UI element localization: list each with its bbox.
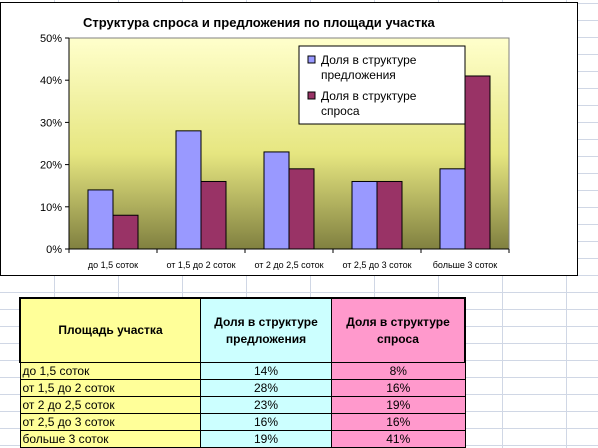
row-supply-cell[interactable]: 28% xyxy=(200,379,332,397)
x-axis: до 1,5 соток от 1,5 до 2 соток от 2 до 2,5… xyxy=(68,248,510,270)
row-demand-cell[interactable]: 8% xyxy=(331,362,466,380)
x-tick-label: до 1,5 соток xyxy=(88,260,138,270)
table-row: от 1,5 до 2 соток 28% 16% xyxy=(19,379,466,397)
data-table: Площадь участка Доля в структуре предлож… xyxy=(19,297,466,448)
x-tick-label: от 2,5 до 3 соток xyxy=(342,260,411,270)
chart-area[interactable]: Структура спроса и предложения по площад… xyxy=(0,2,578,276)
y-tick-label: 20% xyxy=(40,160,62,172)
bar-series-1 xyxy=(263,151,290,250)
table-header-row: Площадь участка Доля в структуре предлож… xyxy=(19,297,466,363)
table-row: от 2,5 до 3 соток 16% 16% xyxy=(19,413,466,431)
bars xyxy=(87,75,491,250)
row-supply-cell[interactable]: 16% xyxy=(200,413,332,431)
row-supply-cell[interactable]: 19% xyxy=(200,430,332,448)
bar-series-1 xyxy=(175,130,202,250)
legend-box xyxy=(298,45,466,125)
row-area-cell[interactable]: от 2,5 до 3 соток xyxy=(19,413,201,431)
legend-label: предложения xyxy=(321,68,396,82)
bar-chart: Структура спроса и предложения по площад… xyxy=(40,15,510,270)
legend-swatch xyxy=(307,55,316,64)
legend-label: спроса xyxy=(321,104,360,118)
row-demand-cell[interactable]: 41% xyxy=(331,430,466,448)
table-row: до 1,5 соток 14% 8% xyxy=(19,362,466,380)
row-demand-cell[interactable]: 16% xyxy=(331,413,466,431)
row-demand-cell[interactable]: 19% xyxy=(331,396,466,414)
row-area-cell[interactable]: от 1,5 до 2 соток xyxy=(19,379,201,397)
bar-series-2 xyxy=(376,180,403,250)
y-tick-label: 10% xyxy=(40,202,62,214)
chart-title: Структура спроса и предложения по площад… xyxy=(83,15,435,30)
y-tick-label: 50% xyxy=(40,33,62,45)
table-row: больше 3 соток 19% 41% xyxy=(19,430,466,448)
header-area[interactable]: Площадь участка xyxy=(19,297,201,363)
x-tick-label: от 2 до 2,5 соток xyxy=(254,260,323,270)
x-tick-label: от 1,5 до 2 соток xyxy=(166,260,235,270)
legend-label: Доля в структуре xyxy=(321,53,417,67)
bar-series-2 xyxy=(464,75,491,250)
legend-label: Доля в структуре xyxy=(321,89,417,103)
row-area-cell[interactable]: больше 3 соток xyxy=(19,430,201,448)
row-demand-cell[interactable]: 16% xyxy=(331,379,466,397)
y-tick-label: 40% xyxy=(40,75,62,87)
bar-series-1 xyxy=(351,180,378,250)
bar-series-2 xyxy=(200,180,227,250)
legend-swatch xyxy=(307,91,316,100)
bar-series-2 xyxy=(112,214,139,250)
header-demand-share[interactable]: Доля в структуре спроса xyxy=(331,297,466,363)
x-tick-label: больше 3 соток xyxy=(433,260,498,270)
row-supply-cell[interactable]: 14% xyxy=(200,362,332,380)
header-supply-share[interactable]: Доля в структуре предложения xyxy=(200,297,332,363)
bar-series-2 xyxy=(288,168,315,250)
row-area-cell[interactable]: до 1,5 соток xyxy=(19,362,201,380)
y-tick-label: 0% xyxy=(46,244,62,256)
row-area-cell[interactable]: от 2 до 2,5 соток xyxy=(19,396,201,414)
row-supply-cell[interactable]: 23% xyxy=(200,396,332,414)
y-tick-label: 30% xyxy=(40,117,62,129)
table-row: от 2 до 2,5 соток 23% 19% xyxy=(19,396,466,414)
bar-series-1 xyxy=(439,168,466,250)
bar-series-1 xyxy=(87,189,114,250)
y-axis: 0% 10% 20% 30% 40% 50% xyxy=(40,33,70,256)
